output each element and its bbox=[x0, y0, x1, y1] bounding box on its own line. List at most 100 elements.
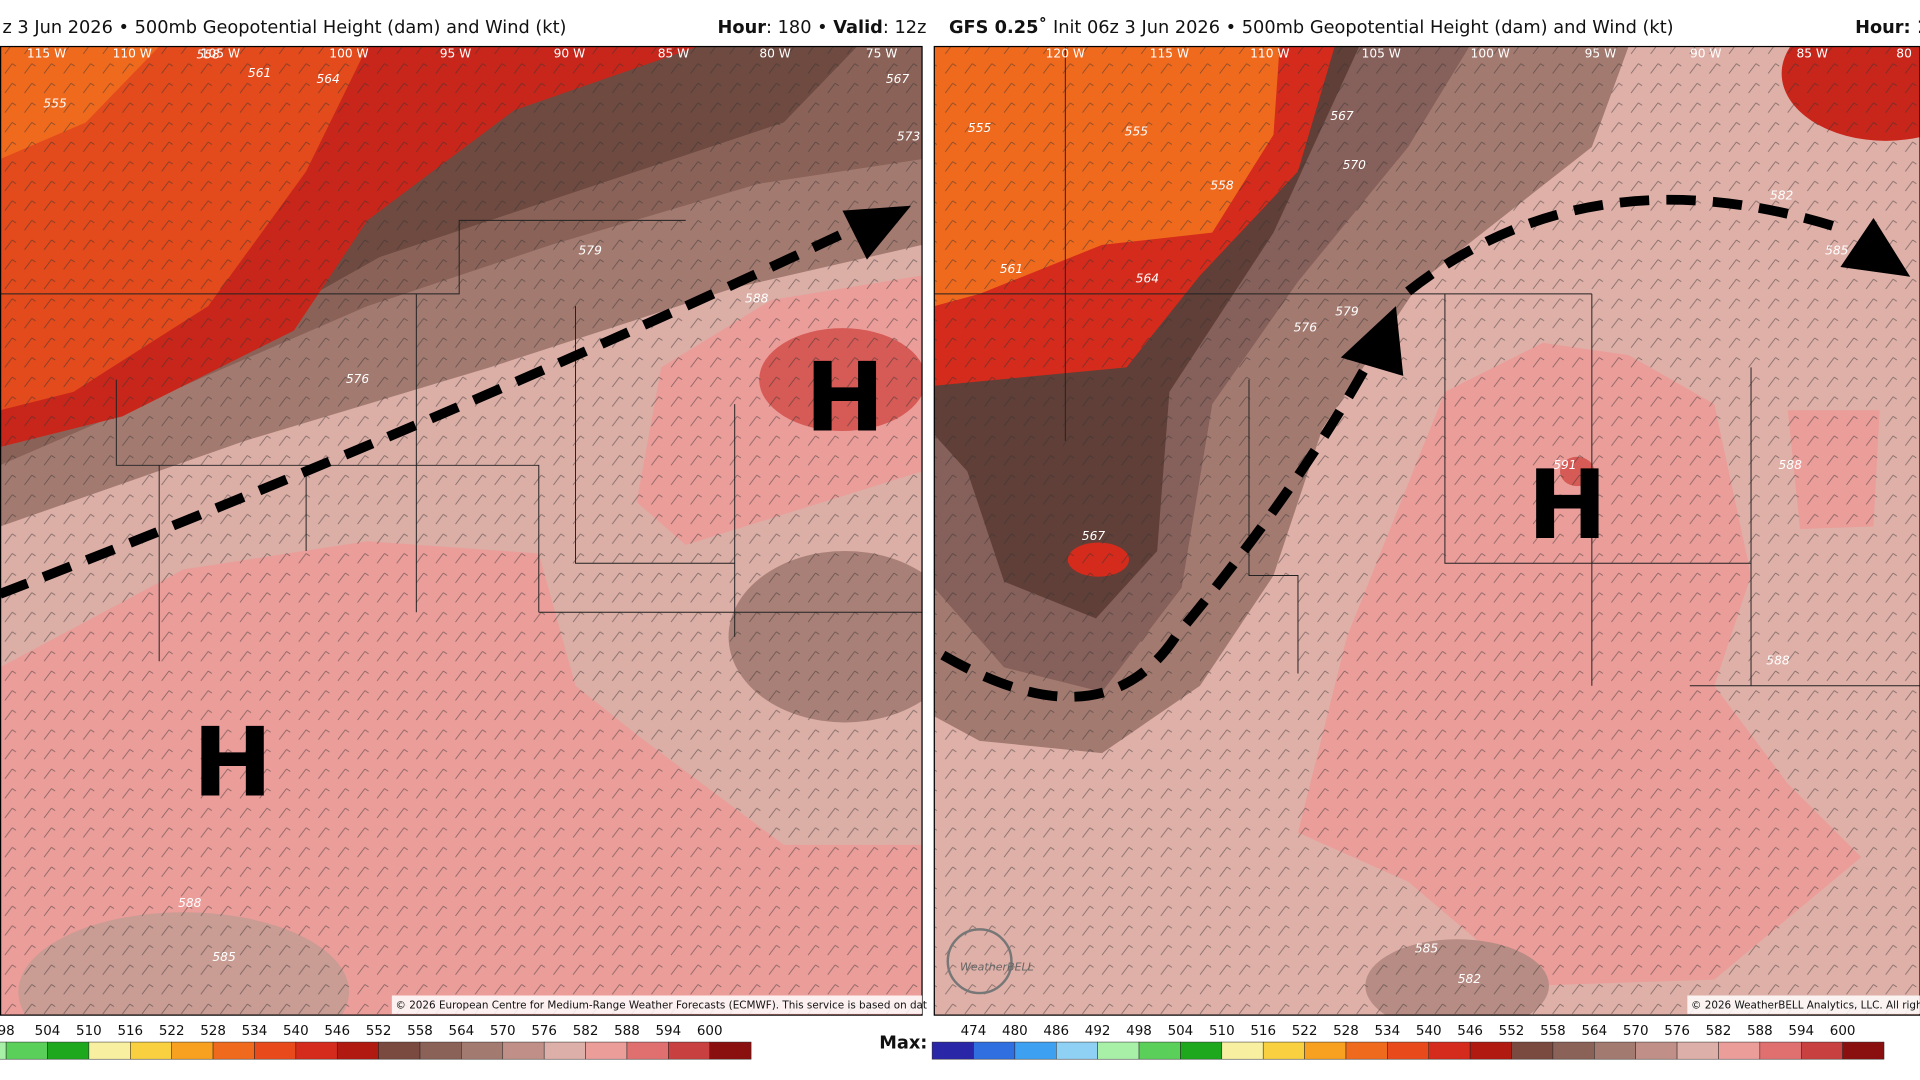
longitude-label: 90 W bbox=[1690, 46, 1722, 60]
left-frame bbox=[0, 45, 923, 1016]
high-pressure-label: H bbox=[193, 706, 273, 818]
colorbar-swatch bbox=[378, 1041, 421, 1060]
contour-label: 585 bbox=[1415, 941, 1439, 955]
colorbar-label: 552 bbox=[1499, 1024, 1525, 1039]
colorbar-label: 570 bbox=[490, 1024, 516, 1039]
colorbar-swatch bbox=[336, 1041, 379, 1060]
right-title: GFS 0.25˚ Init 06z 3 Jun 2026 • 500mb Ge… bbox=[949, 16, 1674, 38]
colorbar-label: 486 bbox=[1043, 1024, 1069, 1039]
longitude-label: 85 W bbox=[658, 46, 690, 60]
colorbar-swatch bbox=[1056, 1041, 1098, 1060]
colorbar-swatch bbox=[295, 1041, 338, 1060]
colorbar-swatch bbox=[668, 1041, 710, 1060]
longitude-label: 75 W bbox=[866, 46, 898, 60]
longitude-label: 115 W bbox=[27, 46, 66, 60]
contour-label: 588 bbox=[178, 896, 202, 910]
colorbar-label: 522 bbox=[1292, 1024, 1318, 1039]
colorbar-swatch bbox=[0, 1041, 7, 1060]
longitude-label: 100 W bbox=[329, 46, 368, 60]
colorbar-label: 558 bbox=[1540, 1024, 1566, 1039]
colorbar-swatch bbox=[1014, 1041, 1057, 1060]
colorbar-swatch bbox=[709, 1041, 752, 1060]
colorbar-swatch bbox=[502, 1041, 545, 1060]
colorbar-label: 534 bbox=[242, 1024, 268, 1039]
longitude-label: 105 W bbox=[201, 46, 240, 60]
colorbar-label: 540 bbox=[1416, 1024, 1442, 1039]
left-title: z 3 Jun 2026 • 500mb Geopotential Height… bbox=[2, 18, 566, 38]
colorbar-swatch bbox=[1718, 1041, 1761, 1060]
colorbar-swatch bbox=[171, 1041, 214, 1060]
contour-label: 567 bbox=[1082, 529, 1106, 543]
max-label: Max: bbox=[879, 1033, 927, 1053]
logo: WeatherBELL bbox=[960, 960, 1034, 973]
longitude-label: 80 W bbox=[759, 46, 791, 60]
colorbar-label: 522 bbox=[159, 1024, 185, 1039]
left-map bbox=[0, 46, 923, 1016]
longitude-label: 80 bbox=[1896, 46, 1912, 60]
contour-label: 582 bbox=[1458, 972, 1482, 986]
colorbar-swatch bbox=[88, 1041, 131, 1060]
colorbar-swatch bbox=[1304, 1041, 1347, 1060]
colorbar-label: 98 bbox=[0, 1024, 15, 1039]
colorbar-label: 564 bbox=[449, 1024, 475, 1039]
contour-label: 567 bbox=[886, 72, 910, 86]
contour-label: 564 bbox=[1136, 272, 1159, 286]
colorbar-label: 582 bbox=[1706, 1024, 1732, 1039]
colorbar-swatch bbox=[1262, 1041, 1305, 1060]
longitude-label: 110 W bbox=[113, 46, 152, 60]
colorbar-swatch bbox=[1097, 1041, 1140, 1060]
contour-label: 579 bbox=[1335, 305, 1359, 319]
colorbar-swatch bbox=[1842, 1041, 1885, 1060]
colorbar-label: 594 bbox=[1788, 1024, 1814, 1039]
colorbar-swatch bbox=[1552, 1041, 1595, 1060]
colorbar-label: 600 bbox=[1830, 1024, 1856, 1039]
longitude-label: 105 W bbox=[1362, 46, 1401, 60]
colorbar-label: 582 bbox=[573, 1024, 599, 1039]
contour-label: 573 bbox=[897, 130, 920, 144]
colorbar-swatch bbox=[1759, 1041, 1802, 1060]
colorbar-swatch bbox=[1345, 1041, 1388, 1060]
colorbar-swatch bbox=[212, 1041, 255, 1060]
colorbar-label: 564 bbox=[1581, 1024, 1607, 1039]
contour-label: 588 bbox=[745, 291, 769, 305]
colorbar-swatch bbox=[585, 1041, 628, 1060]
right-frame bbox=[933, 45, 1920, 1016]
colorbar-swatch bbox=[130, 1041, 172, 1060]
colorbar-swatch bbox=[1221, 1041, 1264, 1060]
colorbar-swatch bbox=[419, 1041, 462, 1060]
colorbar-label: 474 bbox=[961, 1024, 987, 1039]
longitude-label: 100 W bbox=[1471, 46, 1510, 60]
colorbar-label: 510 bbox=[1209, 1024, 1235, 1039]
colorbar-swatch bbox=[1138, 1041, 1181, 1060]
colorbar-swatch bbox=[1180, 1041, 1223, 1060]
colorbar-label: 558 bbox=[407, 1024, 433, 1039]
colorbar-swatch bbox=[543, 1041, 586, 1060]
contour-label: 588 bbox=[1779, 458, 1803, 472]
contour-label: 591 bbox=[1553, 458, 1576, 472]
contour-label: 588 bbox=[1766, 654, 1790, 668]
colorbar-swatch bbox=[5, 1041, 48, 1060]
colorbar-swatch bbox=[1800, 1041, 1843, 1060]
colorbar-swatch bbox=[1428, 1041, 1471, 1060]
colorbar-label: 540 bbox=[283, 1024, 309, 1039]
colorbar-label: 534 bbox=[1375, 1024, 1401, 1039]
contour-label: 558 bbox=[196, 48, 220, 62]
right-map bbox=[934, 46, 1920, 1016]
colorbar-label: 570 bbox=[1623, 1024, 1649, 1039]
colorbar-label: 498 bbox=[1126, 1024, 1152, 1039]
colorbar-label: 528 bbox=[1333, 1024, 1359, 1039]
colorbar-label: 516 bbox=[117, 1024, 143, 1039]
colorbar-swatch bbox=[973, 1041, 1016, 1060]
contour-label: 561 bbox=[248, 66, 271, 80]
contour-label: 558 bbox=[1210, 179, 1234, 193]
contour-label: 585 bbox=[1825, 244, 1849, 258]
colorbar-swatch bbox=[1511, 1041, 1554, 1060]
contour-label: 576 bbox=[346, 372, 370, 386]
colorbar-swatch bbox=[931, 1041, 974, 1060]
high-pressure-label: H bbox=[805, 341, 885, 453]
colorbar-label: 600 bbox=[697, 1024, 723, 1039]
colorbar-label: 516 bbox=[1250, 1024, 1276, 1039]
right-credit: © 2026 WeatherBELL Analytics, LLC. All r… bbox=[1691, 999, 1920, 1011]
colorbar-label: 480 bbox=[1002, 1024, 1028, 1039]
